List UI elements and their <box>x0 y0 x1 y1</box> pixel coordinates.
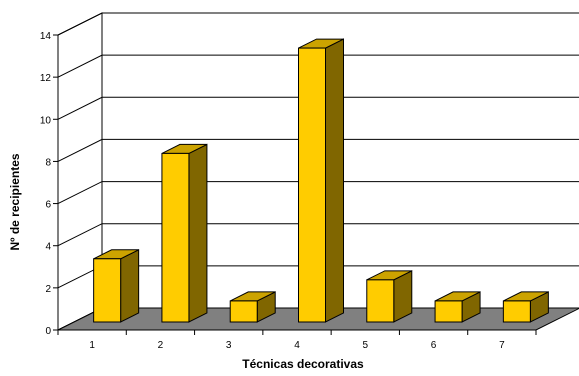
y-tick-label: 14 <box>40 31 52 42</box>
bar-3 <box>229 291 276 323</box>
bar-front <box>93 258 122 323</box>
bar-7 <box>502 291 549 323</box>
bar-1 <box>93 248 140 323</box>
bar-side <box>120 248 140 323</box>
bar-side <box>188 143 208 323</box>
x-tick-label: 2 <box>158 340 164 351</box>
y-tick-labels: 0 2 4 6 8 10 12 14 <box>40 31 52 337</box>
x-tick-label: 1 <box>89 340 95 351</box>
gridline <box>57 138 579 162</box>
bar-front <box>502 300 531 323</box>
bar-5 <box>366 270 413 323</box>
gridline <box>57 12 579 36</box>
bar-front <box>434 300 463 323</box>
y-tick-label: 12 <box>40 73 52 84</box>
bar-side <box>325 38 344 323</box>
bars <box>93 38 549 323</box>
y-tick-label: 4 <box>45 242 51 253</box>
gridline <box>57 181 579 205</box>
x-tick-label: 7 <box>499 340 505 351</box>
y-tick-label: 6 <box>45 200 51 211</box>
y-tick-label: 0 <box>45 326 51 337</box>
bar-6 <box>434 291 481 323</box>
x-tick-label: 3 <box>226 340 232 351</box>
gridlines <box>57 12 579 289</box>
axes <box>53 34 537 335</box>
bar-front <box>298 47 326 323</box>
y-axis-title: Nº de recipientes <box>8 153 22 250</box>
gridline <box>57 223 579 247</box>
x-tick-label: 6 <box>431 340 437 351</box>
x-tick-label: 4 <box>294 340 300 351</box>
x-axis-title: Técnicas decorativas <box>242 357 364 371</box>
y-tick-label: 10 <box>40 115 52 126</box>
bar-front <box>366 279 395 323</box>
y-tick-label: 8 <box>45 157 51 168</box>
gridline <box>57 96 579 120</box>
bar-2 <box>161 143 208 323</box>
y-tick-label: 2 <box>45 284 51 295</box>
x-tick-labels: 1 2 3 4 5 6 7 <box>89 340 505 351</box>
gridline <box>57 54 579 78</box>
bar-front <box>229 300 258 323</box>
bar-front <box>161 152 190 323</box>
x-tick-label: 5 <box>363 340 369 351</box>
bar-4 <box>298 38 344 323</box>
